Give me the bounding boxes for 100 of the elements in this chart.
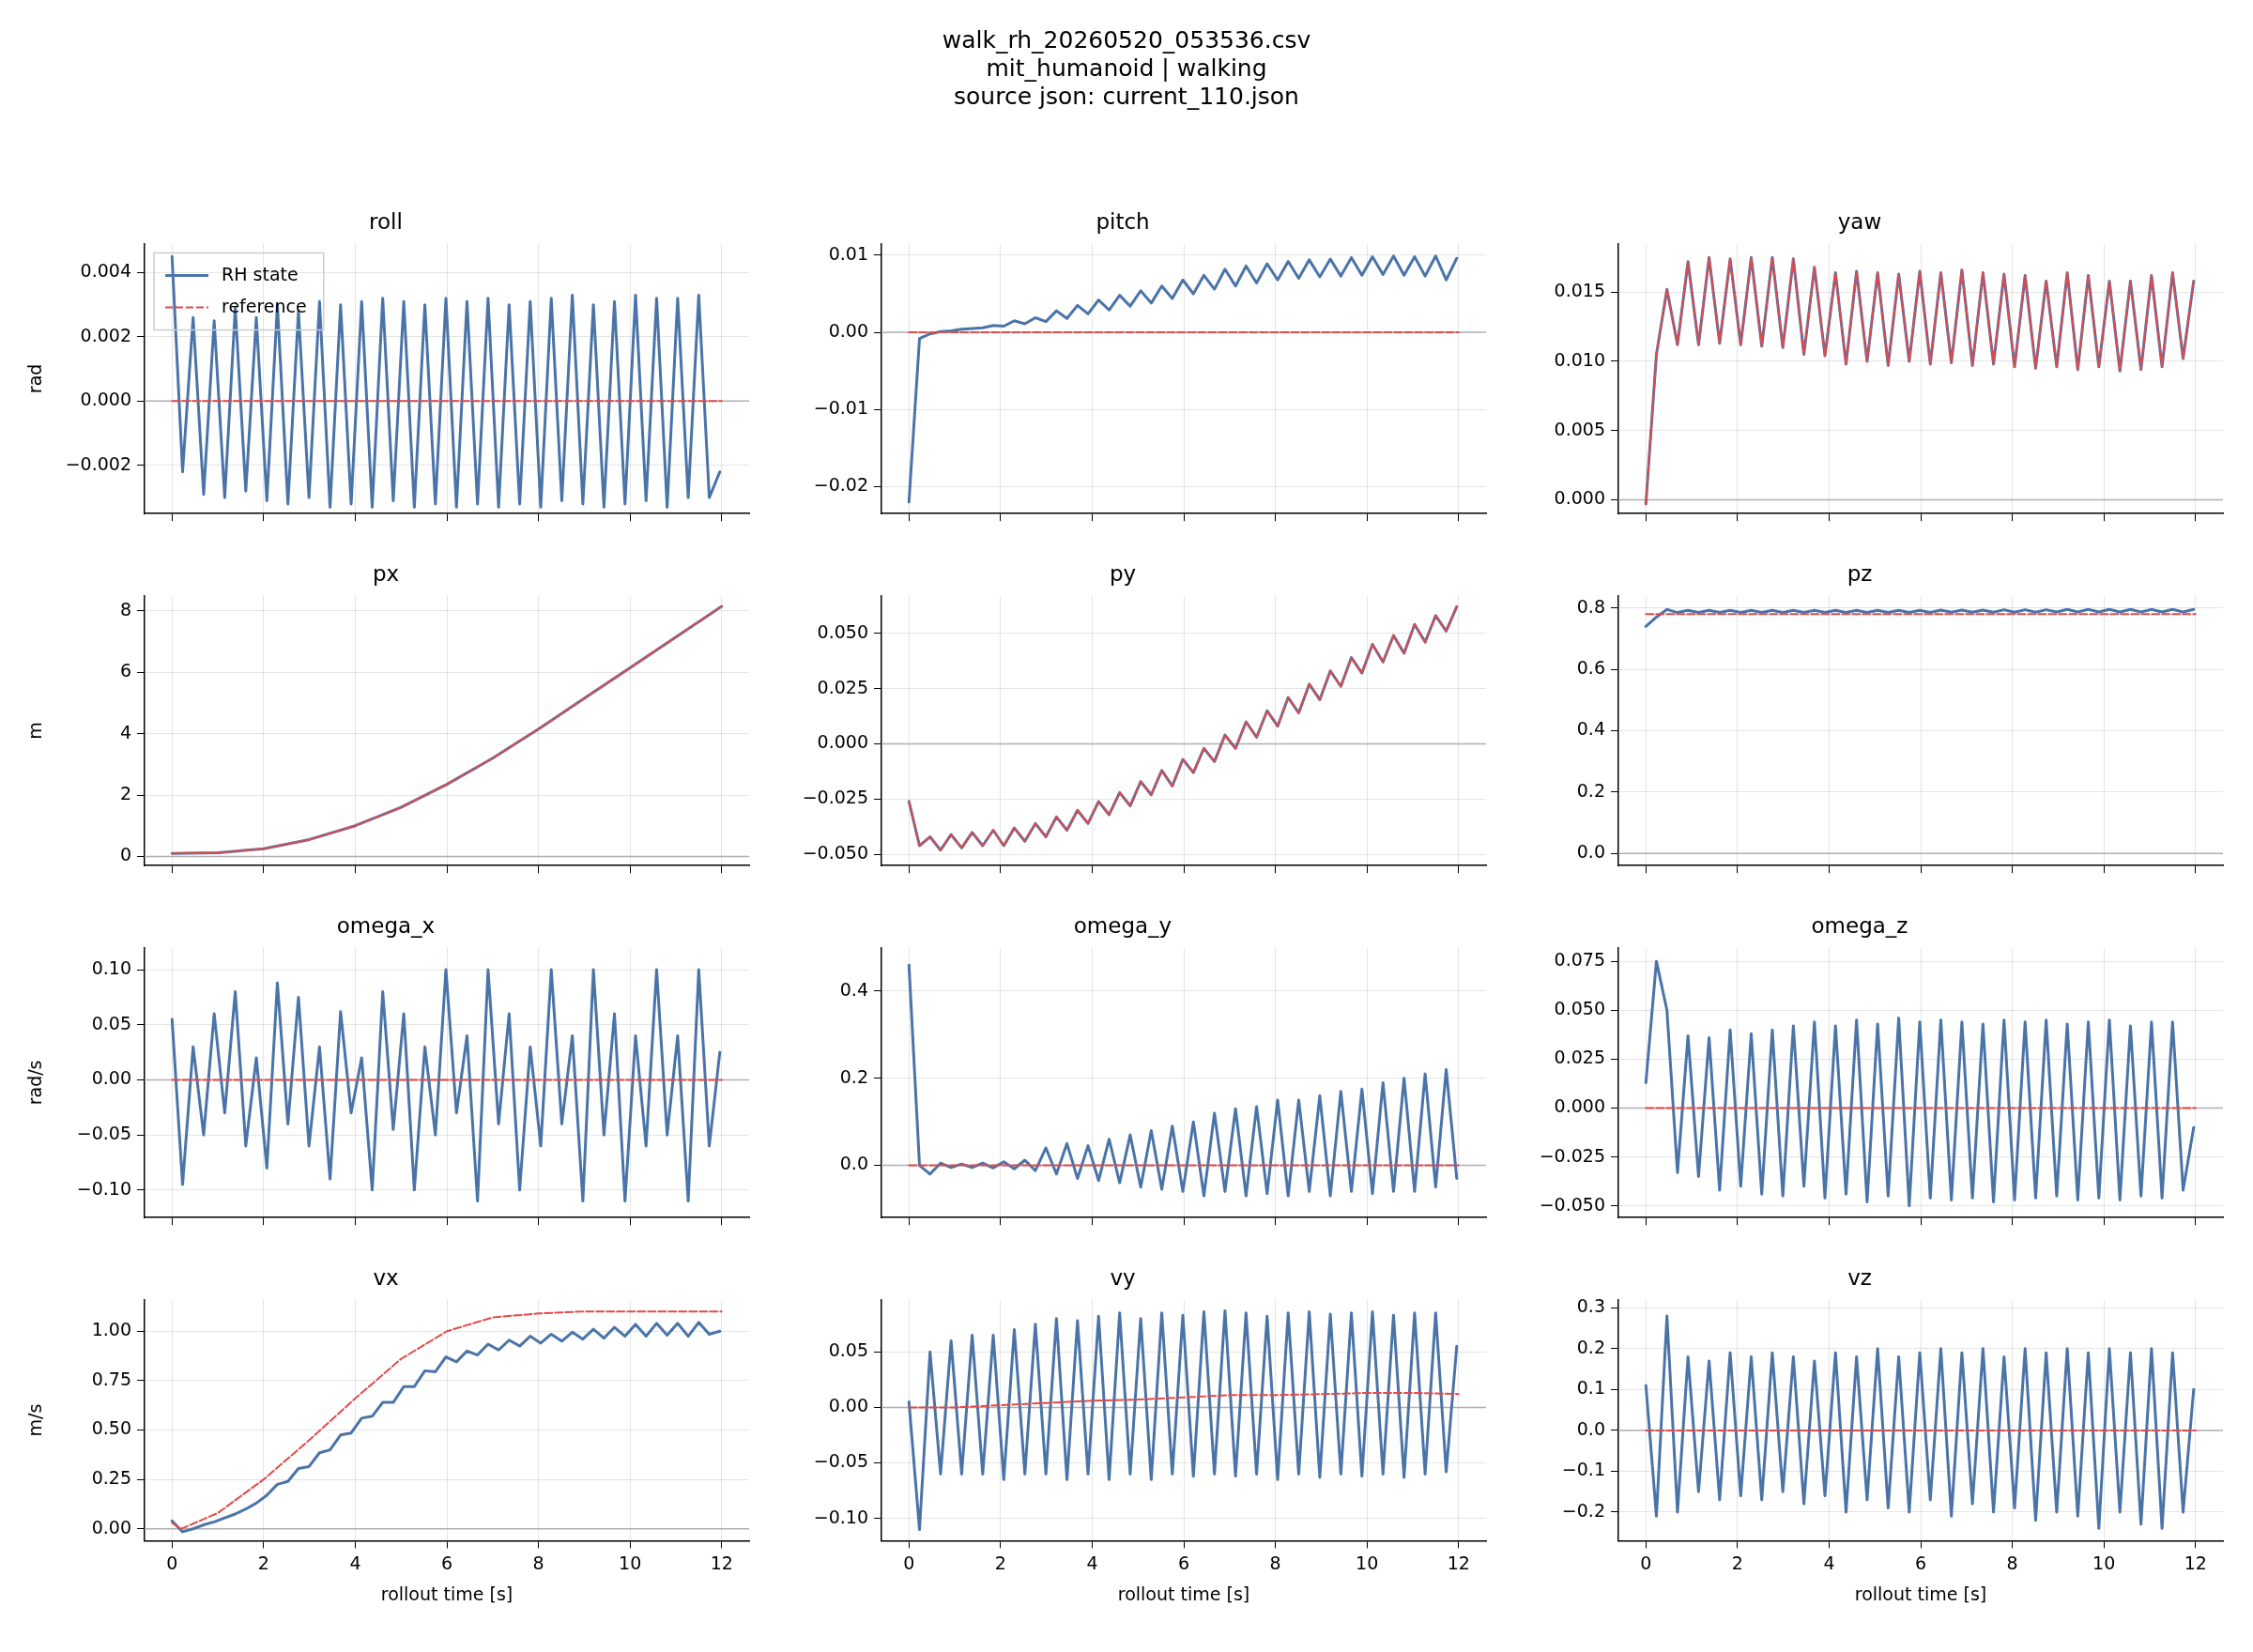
x-tick-label: 8	[532, 1552, 544, 1573]
x-axis-title: rollout time [s]	[1854, 1583, 1987, 1604]
y-tick-label: −0.05	[813, 1450, 868, 1472]
x-tick-label: 6	[440, 1552, 453, 1573]
x-tick-label: 6	[1177, 1552, 1190, 1573]
y-tick-label: 0.00	[828, 320, 868, 342]
y-tick-label: 0.25	[91, 1467, 131, 1489]
y-tick-label: 0.075	[1554, 949, 1605, 971]
y-tick-label: −0.025	[802, 787, 868, 808]
chart-title: vz	[1847, 1264, 1872, 1290]
x-tick-label: 12	[1447, 1552, 1470, 1573]
y-tick-label: 0.6	[1576, 656, 1605, 678]
chart-title: omega_z	[1811, 912, 1908, 938]
y-tick-label: 0.50	[91, 1417, 131, 1439]
y-tick-label: 0.0	[1576, 841, 1605, 863]
x-tick-label: 0	[166, 1552, 178, 1573]
y-tick-label: −0.10	[76, 1177, 131, 1199]
x-tick-label: 8	[1269, 1552, 1281, 1573]
y-tick-label: 0.2	[839, 1065, 868, 1087]
chart-title: roll	[369, 208, 403, 234]
x-tick-label: 6	[1914, 1552, 1927, 1573]
y-tick-label: 0.4	[839, 978, 868, 1000]
legend-label: reference	[222, 295, 307, 316]
y-tick-label: 0.025	[817, 676, 868, 697]
y-tick-label: 0.000	[1554, 1095, 1605, 1117]
y-axis-title: rad	[24, 363, 46, 394]
x-tick-label: 10	[1356, 1552, 1379, 1573]
text: walk_rh_20260520_053536.csv	[941, 26, 1312, 54]
y-tick-label: 0.10	[91, 957, 131, 979]
x-axis-title: rollout time [s]	[1117, 1583, 1250, 1604]
y-tick-label: 0.010	[1554, 348, 1605, 370]
x-tick-label: 2	[1731, 1552, 1743, 1573]
chart-title: omega_x	[336, 912, 436, 938]
chart-title: py	[1109, 560, 1137, 586]
chart-title: px	[372, 560, 400, 586]
y-tick-label: −0.002	[65, 452, 131, 474]
y-tick-label: 6	[119, 660, 131, 681]
y-tick-label: 0.015	[1554, 280, 1605, 301]
x-tick-label: 0	[903, 1552, 915, 1573]
x-tick-label: 12	[710, 1552, 733, 1573]
y-tick-label: 0.3	[1576, 1295, 1605, 1317]
y-axis-title: m/s	[24, 1403, 46, 1437]
y-tick-label: 0.4	[1576, 718, 1605, 740]
x-tick-label: 4	[349, 1552, 361, 1573]
y-tick-label: −0.2	[1561, 1499, 1605, 1521]
y-tick-label: 0.004	[80, 260, 131, 282]
x-tick-label: 0	[1640, 1552, 1652, 1573]
x-tick-label: 2	[994, 1552, 1006, 1573]
y-tick-label: 0.2	[1576, 779, 1605, 801]
y-axis-title: m	[24, 722, 46, 740]
chart-title: omega_y	[1073, 912, 1172, 938]
legend-label: RH state	[222, 263, 299, 284]
y-tick-label: 8	[119, 598, 131, 620]
x-tick-label: 10	[619, 1552, 642, 1573]
x-tick-label: 10	[2092, 1552, 2116, 1573]
y-tick-label: −0.050	[802, 842, 868, 864]
y-tick-label: −0.025	[1539, 1144, 1605, 1166]
y-tick-label: 0.000	[817, 731, 868, 753]
y-tick-label: 0.002	[80, 324, 131, 345]
y-tick-label: −0.1	[1561, 1459, 1605, 1480]
y-tick-label: 0.0	[839, 1153, 868, 1174]
x-tick-label: 4	[1823, 1552, 1835, 1573]
y-tick-label: 0.05	[828, 1339, 868, 1361]
y-tick-label: 2	[119, 782, 131, 803]
chart-title: pz	[1847, 560, 1873, 586]
y-tick-label: 0.01	[828, 242, 868, 264]
y-tick-label: 4	[119, 721, 131, 742]
y-tick-label: −0.02	[813, 474, 868, 496]
chart-title: vx	[373, 1264, 399, 1290]
y-tick-label: −0.05	[76, 1123, 131, 1144]
y-tick-label: 0.2	[1576, 1336, 1605, 1357]
y-tick-label: 0.000	[80, 389, 131, 410]
y-tick-label: −0.10	[813, 1506, 868, 1527]
chart-title: yaw	[1837, 208, 1882, 234]
source-note: source json: current_110.json	[953, 83, 1300, 111]
text: mit_humanoid | walking	[985, 54, 1268, 83]
y-tick-label: −0.01	[813, 397, 868, 419]
x-tick-label: 4	[1086, 1552, 1098, 1573]
y-tick-label: 0.050	[817, 620, 868, 642]
x-tick-label: 12	[2184, 1552, 2207, 1573]
y-tick-label: 0	[119, 844, 131, 865]
y-tick-label: 1.00	[91, 1319, 131, 1340]
y-tick-label: 0.00	[91, 1516, 131, 1537]
y-tick-label: 0.050	[1554, 998, 1605, 1019]
y-tick-label: 0.1	[1576, 1377, 1605, 1399]
y-tick-label: 0.025	[1554, 1047, 1605, 1068]
y-tick-label: 0.000	[1554, 487, 1605, 509]
y-tick-label: 0.75	[91, 1368, 131, 1389]
chart-title: vy	[1110, 1264, 1136, 1290]
x-tick-label: 8	[2006, 1552, 2018, 1573]
chart-title: pitch	[1096, 208, 1150, 234]
y-tick-label: 0.00	[828, 1395, 868, 1416]
y-axis-title: rad/s	[24, 1060, 46, 1106]
x-axis-title: rollout time [s]	[380, 1583, 513, 1604]
y-tick-label: 0.8	[1576, 595, 1605, 617]
y-tick-label: −0.050	[1539, 1193, 1605, 1215]
x-tick-label: 2	[257, 1552, 269, 1573]
y-tick-label: 0.005	[1554, 418, 1605, 439]
y-tick-label: 0.05	[91, 1012, 131, 1033]
y-tick-label: 0.0	[1576, 1417, 1605, 1439]
